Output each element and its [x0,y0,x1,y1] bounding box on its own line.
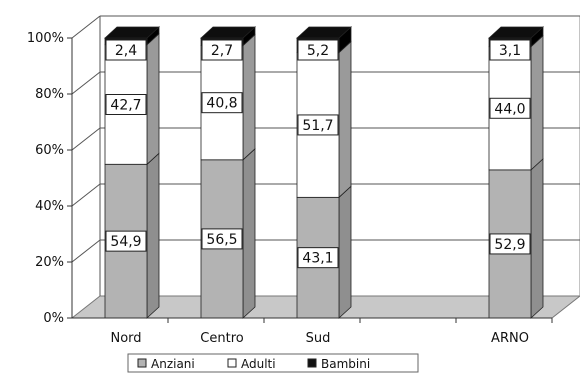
gridline-diag [71,239,101,263]
data-label: 51,7 [302,118,333,134]
y-axis: 0% 20% 40% 60% 80% 100% [27,31,73,326]
y-tick-label: 20% [35,255,64,270]
bar-side-adulti [530,34,544,171]
legend-swatch-bambini [307,358,317,368]
bar-side-anziani [146,152,160,319]
data-labels: 54,9 42,7 2,4 56,5 40,8 2,7 43,1 51,7 5,2 52,9 44,… [105,39,531,269]
data-label: 54,9 [110,234,141,250]
x-axis: Nord Centro Sud ARNO [72,317,553,346]
bar-top [103,26,161,39]
y-tick-label: 60% [35,143,64,158]
data-label-box [297,247,339,269]
legend-box [127,353,419,373]
bar-side-anziani [338,185,352,319]
bars [103,26,545,319]
y-tick-label: 100% [27,31,64,46]
y-tick-label: 0% [43,311,64,326]
data-label: 56,5 [206,232,237,248]
bar-side-adulti [338,40,352,199]
data-label-box [201,228,243,250]
data-label-box [297,114,339,136]
gridline-diag [71,127,101,151]
x-tick-label: Sud [306,331,331,346]
legend-label-anziani: Anziani [151,357,195,371]
bar-side-anziani [530,157,544,319]
data-label: 40,8 [206,96,237,112]
data-label: 2,7 [211,43,233,59]
x-tick-label: Nord [110,331,141,346]
gridline-diag [71,71,101,95]
data-label-box [105,230,147,252]
legend-swatch-adulti [227,358,237,368]
x-tick-label: ARNO [491,331,529,346]
gridline-diag [71,183,101,207]
x-tick-label: Centro [200,331,243,346]
bar-side-adulti [242,33,256,161]
data-label-box [105,39,147,61]
data-label: 5,2 [307,43,329,59]
data-label-box [489,97,531,119]
data-label-box [489,39,531,61]
data-label-box [201,39,243,61]
data-label: 2,4 [115,43,137,59]
data-label: 43,1 [302,251,333,267]
legend-label-adulti: Adulti [241,357,276,371]
data-label: 3,1 [499,43,521,59]
legend-swatch-anziani [137,358,147,368]
bar-top [295,26,353,39]
bar-top [199,26,257,39]
data-label-box [489,233,531,255]
y-tick-label: 80% [35,87,64,102]
legend-label-bambini: Bambini [321,357,370,371]
bar-side-adulti [146,32,160,166]
data-label: 42,7 [110,98,141,114]
gridline-diag [71,15,101,39]
data-label: 52,9 [494,237,525,253]
bar-top [487,26,545,39]
y-tick-label: 40% [35,199,64,214]
data-label-box [105,94,147,115]
data-label-box [297,39,339,61]
bar-side-anziani [242,147,256,319]
data-label-box [201,92,243,114]
legend: Anziani Adulti Bambini [127,353,419,373]
data-label: 44,0 [494,101,525,117]
